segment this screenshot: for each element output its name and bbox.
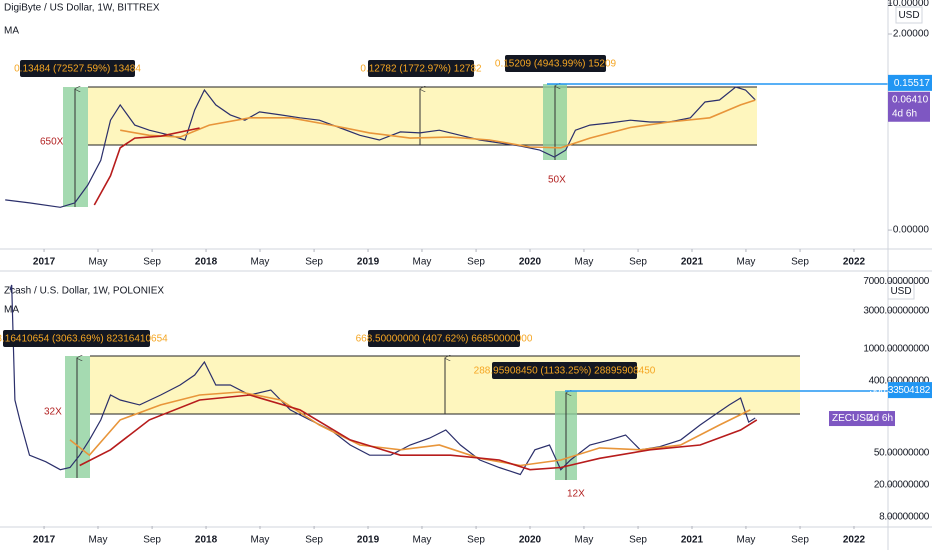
unit-box[interactable] bbox=[887, 282, 915, 300]
annotation-box bbox=[492, 362, 637, 379]
price-label-sub: 4d 6h bbox=[868, 413, 893, 424]
annotation-label: 0.15209 (4943.99%) 15209 bbox=[495, 59, 617, 70]
y-tick-label: 2.00000 bbox=[893, 29, 930, 40]
x-tick-label: Sep bbox=[305, 535, 323, 546]
y-tick-label: 50.00000000 bbox=[874, 448, 930, 459]
x-tick-label: 2019 bbox=[357, 535, 380, 546]
x-tick-label: 2022 bbox=[843, 257, 866, 268]
x-tick-label: Sep bbox=[467, 257, 485, 268]
annotation-label: 288.95908450 (1133.25%) 28895908450 bbox=[474, 366, 656, 377]
x-tick-label: 2021 bbox=[681, 257, 704, 268]
multiplier-label: 12X bbox=[567, 489, 585, 500]
series-line bbox=[120, 99, 756, 149]
x-tick-label: Sep bbox=[791, 535, 809, 546]
series-line bbox=[69, 391, 751, 467]
y-tick-label: 10.00000 bbox=[887, 0, 929, 9]
x-tick-label: Sep bbox=[143, 535, 161, 546]
unit-label: USD bbox=[890, 286, 911, 297]
x-tick-label: 2017 bbox=[33, 257, 56, 268]
x-tick-label: 2018 bbox=[195, 535, 218, 546]
range-box bbox=[88, 87, 757, 145]
unit-label: USD bbox=[898, 10, 919, 21]
price-label-box bbox=[888, 382, 932, 399]
annotation-box bbox=[505, 55, 606, 72]
price-label: ZECUSD bbox=[832, 413, 873, 424]
annotation-box bbox=[3, 330, 150, 347]
annotation-label: 623.16410654 (3063.69%) 82316410654 bbox=[0, 334, 168, 345]
x-tick-label: May bbox=[575, 257, 594, 268]
price-label-sub: 4d 6h bbox=[892, 108, 917, 119]
x-tick-label: May bbox=[89, 257, 108, 268]
x-tick-label: May bbox=[736, 535, 755, 546]
chart-title: DigiByte / US Dollar, 1W, BITTREX bbox=[4, 3, 160, 14]
x-tick-label: May bbox=[413, 535, 432, 546]
x-tick-label: May bbox=[736, 257, 755, 268]
annotation-label: 668.50000000 (407.62%) 66850000000 bbox=[356, 334, 533, 345]
y-tick-label: 400.00000000 bbox=[869, 375, 930, 386]
y-tick-label: 3000.00000000 bbox=[863, 305, 929, 316]
x-tick-label: Sep bbox=[467, 535, 485, 546]
y-tick-label: 1000.00000000 bbox=[863, 344, 929, 355]
annotation-label: 0.12782 (1772.97%) 12782 bbox=[360, 64, 482, 75]
x-tick-label: 2017 bbox=[33, 535, 56, 546]
x-tick-label: Sep bbox=[629, 535, 647, 546]
x-tick-label: Sep bbox=[791, 257, 809, 268]
multiplier-label: 50X bbox=[548, 175, 566, 186]
x-tick-label: Sep bbox=[629, 257, 647, 268]
multiplier-label: 32X bbox=[44, 407, 62, 418]
series-line bbox=[5, 86, 756, 208]
price-label-box bbox=[829, 411, 895, 427]
price-label-box bbox=[888, 91, 930, 122]
x-tick-label: May bbox=[575, 535, 594, 546]
x-tick-label: 2018 bbox=[195, 257, 218, 268]
price-label: 0.06410 bbox=[892, 94, 929, 105]
y-tick-label: 7000.00000000 bbox=[863, 276, 929, 287]
annotation-box bbox=[368, 60, 474, 77]
indicator-label: MA bbox=[4, 26, 19, 37]
x-tick-label: 2020 bbox=[519, 257, 542, 268]
y-tick-label: 8.00000000 bbox=[879, 511, 930, 522]
series-line bbox=[93, 127, 200, 206]
x-tick-label: 2020 bbox=[519, 535, 542, 546]
x-tick-label: 2021 bbox=[681, 535, 704, 546]
x-tick-label: May bbox=[251, 257, 270, 268]
x-tick-label: 2022 bbox=[843, 535, 866, 546]
price-label-box bbox=[888, 74, 932, 91]
x-tick-label: May bbox=[413, 257, 432, 268]
x-tick-label: Sep bbox=[305, 257, 323, 268]
price-label: 0.15517 bbox=[894, 78, 931, 89]
series-line bbox=[79, 394, 758, 471]
annotation-label: 0.13484 (72527.59%) 13484 bbox=[14, 64, 141, 75]
annotation-box bbox=[20, 60, 135, 77]
y-tick-label: 0.00000 bbox=[893, 225, 930, 236]
x-tick-label: 2019 bbox=[357, 257, 380, 268]
x-tick-label: Sep bbox=[143, 257, 161, 268]
x-tick-label: May bbox=[251, 535, 270, 546]
price-label: 306.33504182 bbox=[870, 385, 931, 396]
unit-box[interactable] bbox=[895, 6, 923, 24]
y-tick-label: 20.00000000 bbox=[874, 480, 930, 491]
annotation-box bbox=[368, 330, 520, 347]
multiplier-label: 650X bbox=[40, 137, 64, 148]
x-tick-label: May bbox=[89, 535, 108, 546]
chart-title: Zcash / U.S. Dollar, 1W, POLONIEX bbox=[4, 286, 164, 297]
indicator-label: MA bbox=[4, 305, 19, 316]
